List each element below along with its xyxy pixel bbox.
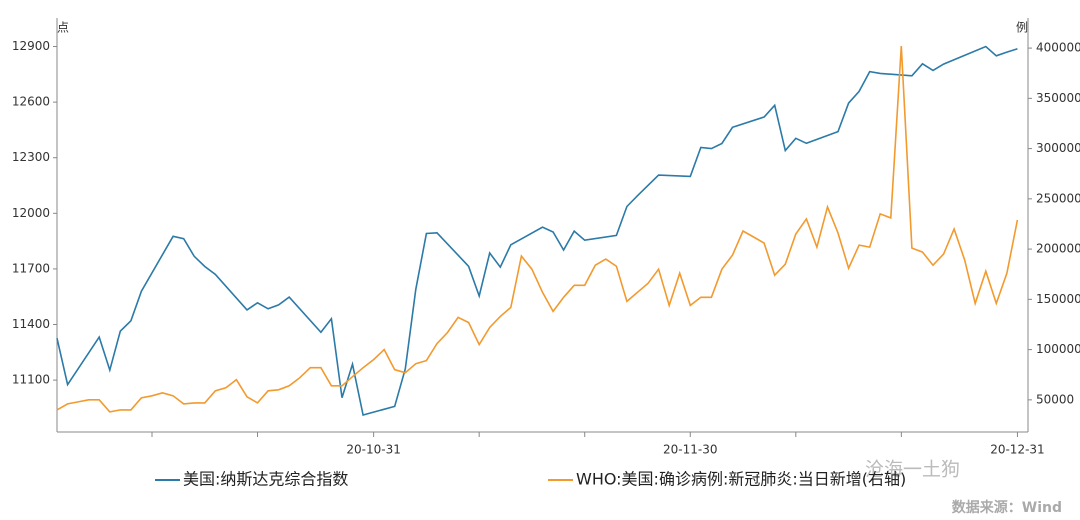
source: 数据来源：Wind (952, 499, 1062, 516)
x-tick-label: 20-12-31 (990, 443, 1044, 457)
y2-tick-label: 400000 (1036, 41, 1080, 55)
y-tick-label: 11700 (12, 261, 50, 275)
watermark: 沧海一土狗 (865, 459, 960, 481)
y-tick-label: 12900 (12, 39, 50, 53)
y-unit: 点 (57, 21, 69, 35)
y2-tick-label: 150000 (1036, 292, 1080, 306)
y2-tick-label: 50000 (1036, 392, 1074, 406)
series-line (56, 45, 1018, 416)
y-tick-label: 12300 (12, 150, 50, 164)
series-line (56, 46, 1019, 413)
y-tick-label: 11400 (12, 317, 50, 331)
legend-label: 美国:纳斯达克综合指数 (183, 470, 348, 489)
x-tick-label: 20-10-31 (346, 443, 400, 457)
legend-label: WHO:美国:确诊病例:新冠肺炎:当日新增(右轴) (576, 470, 906, 489)
y2-tick-label: 350000 (1036, 91, 1080, 105)
y-tick-label: 12000 (12, 206, 50, 220)
y2-tick-label: 100000 (1036, 342, 1080, 356)
y2-tick-label: 250000 (1036, 191, 1080, 205)
y-tick-label: 12600 (12, 95, 50, 109)
x-tick-label: 20-11-30 (663, 443, 717, 457)
y2-tick-label: 300000 (1036, 141, 1080, 155)
y2-tick-label: 200000 (1036, 242, 1080, 256)
y2-unit: 例 (1016, 21, 1028, 35)
y-tick-label: 11100 (12, 373, 50, 387)
